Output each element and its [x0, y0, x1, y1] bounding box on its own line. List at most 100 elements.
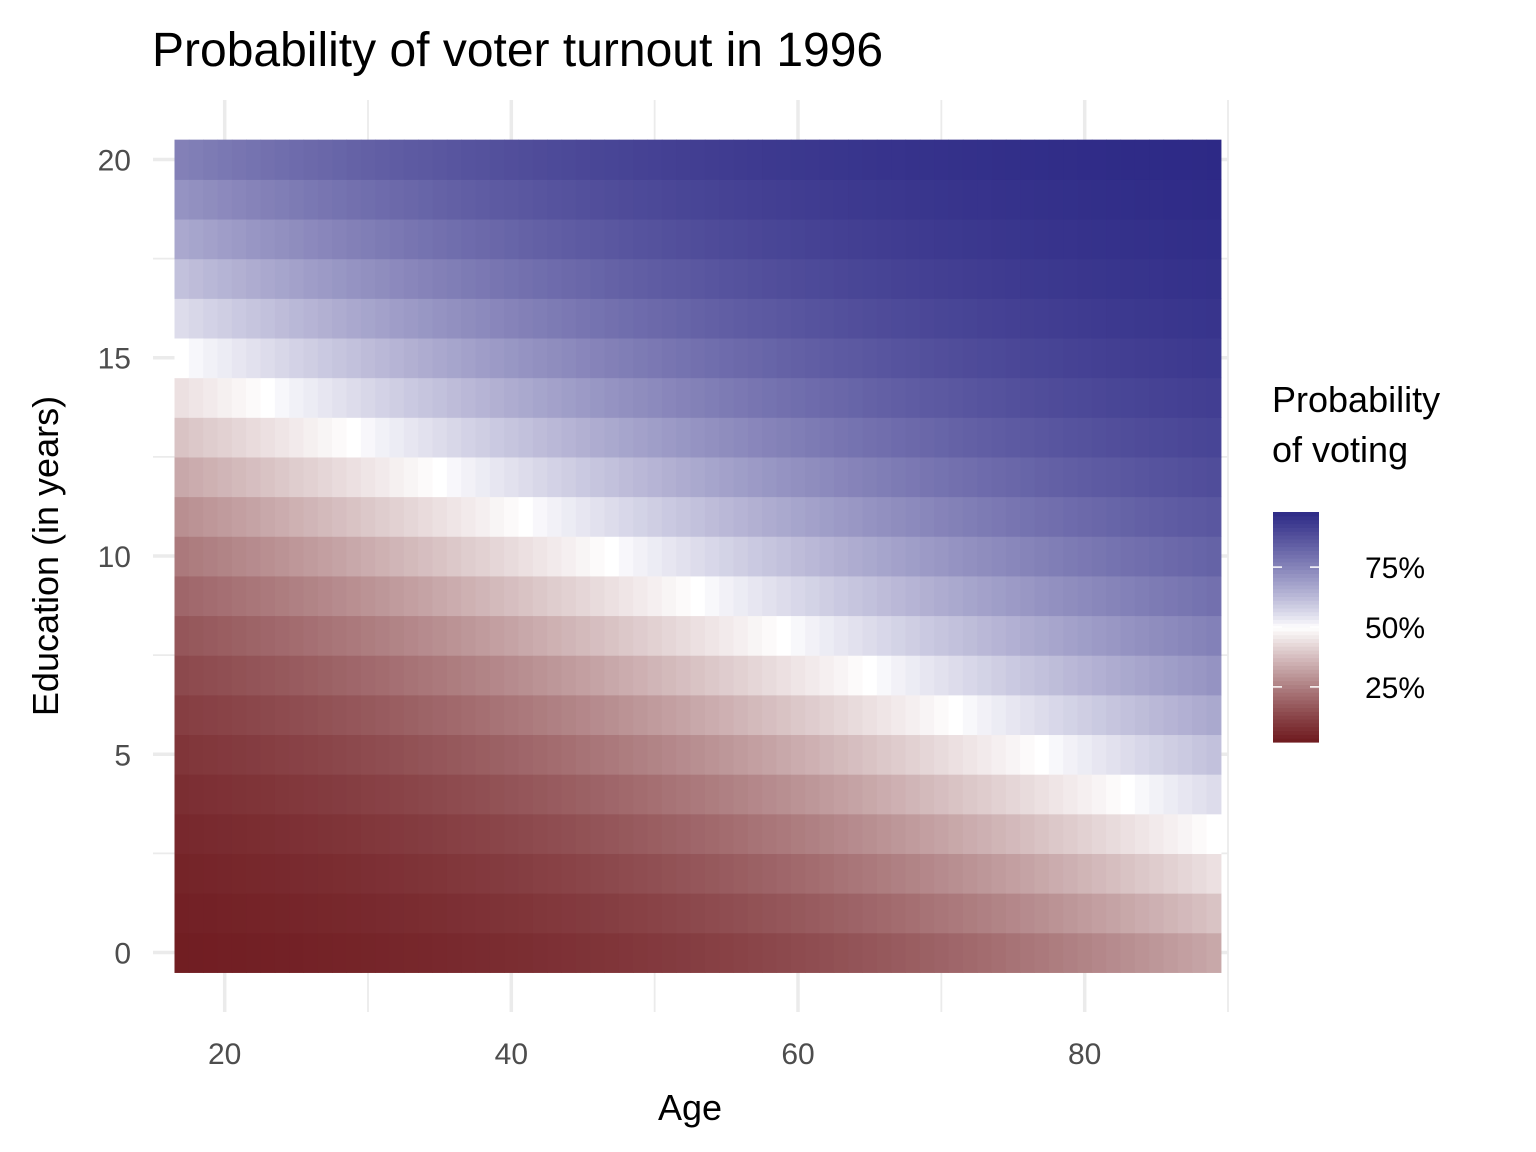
heatmap-cell	[776, 258, 792, 299]
heatmap-cell	[303, 655, 319, 696]
heatmap-cell	[719, 139, 735, 180]
heatmap-cell	[403, 575, 419, 617]
heatmap-cell	[575, 337, 591, 379]
heatmap-cell	[1077, 218, 1093, 260]
heatmap-cell	[805, 853, 821, 894]
heatmap-cell	[848, 734, 864, 775]
heatmap-cell	[690, 218, 706, 260]
heatmap-cell	[905, 456, 921, 498]
heatmap-cell	[1192, 932, 1208, 973]
heatmap-cell	[203, 496, 219, 537]
heatmap-cell	[805, 456, 821, 498]
heatmap-cell	[518, 813, 534, 854]
heatmap-cell	[375, 139, 391, 180]
heatmap-cell	[977, 337, 993, 379]
heatmap-cell	[633, 615, 649, 656]
heatmap-cell	[833, 179, 849, 220]
heatmap-cell	[1048, 734, 1064, 775]
heatmap-cell	[246, 615, 262, 656]
heatmap-cell	[1077, 377, 1093, 418]
heatmap-cell	[317, 575, 333, 617]
heatmap-cell	[403, 139, 419, 180]
heatmap-cell	[260, 298, 276, 339]
heatmap-cell	[446, 377, 462, 418]
heatmap-cell	[188, 615, 204, 656]
heatmap-cell	[561, 575, 577, 617]
heatmap-cell	[862, 734, 878, 775]
heatmap-cell	[876, 139, 892, 180]
heatmap-cell	[790, 337, 806, 379]
heatmap-cell	[1063, 813, 1079, 854]
heatmap-cell	[174, 496, 190, 537]
heatmap-cell	[1177, 298, 1193, 339]
heatmap-cell	[747, 575, 763, 617]
heatmap-cell	[246, 417, 262, 458]
heatmap-cell	[905, 813, 921, 854]
legend-label: 75%	[1365, 552, 1425, 585]
heatmap-cell	[690, 496, 706, 537]
heatmap-cell	[719, 853, 735, 894]
heatmap-cell	[934, 813, 950, 854]
heatmap-cell	[733, 575, 749, 617]
heatmap-cell	[489, 575, 505, 617]
heatmap-cell	[461, 655, 477, 696]
heatmap-cell	[962, 139, 978, 180]
heatmap-cell	[977, 496, 993, 537]
heatmap-cell	[948, 417, 964, 458]
heatmap-cell	[805, 575, 821, 617]
heatmap-cell	[203, 456, 219, 498]
heatmap-cell	[375, 575, 391, 617]
heatmap-cell	[1120, 932, 1136, 973]
heatmap-cell	[977, 139, 993, 180]
heatmap-cell	[360, 139, 376, 180]
heatmap-cell	[876, 734, 892, 775]
heatmap-cell	[991, 853, 1007, 894]
heatmap-cell	[231, 893, 247, 934]
heatmap-cell	[547, 456, 563, 498]
heatmap-cell	[1149, 853, 1165, 894]
heatmap-cell	[633, 179, 649, 220]
heatmap-cell	[919, 377, 935, 418]
heatmap-cell	[1206, 496, 1222, 537]
heatmap-cell	[561, 377, 577, 418]
heatmap-cell	[762, 417, 778, 458]
heatmap-cell	[332, 655, 348, 696]
heatmap-cell	[289, 218, 305, 260]
heatmap-cell	[819, 774, 835, 815]
heatmap-cell	[332, 179, 348, 220]
heatmap-cell	[346, 932, 362, 973]
heatmap-cell	[1106, 417, 1122, 458]
heatmap-cell	[518, 417, 534, 458]
heatmap-cell	[1106, 893, 1122, 934]
heatmap-cell	[1149, 575, 1165, 617]
heatmap-cell	[188, 893, 204, 934]
heatmap-cell	[575, 377, 591, 418]
heatmap-cell	[1106, 813, 1122, 854]
heatmap-cell	[303, 377, 319, 418]
heatmap-cell	[446, 932, 462, 973]
heatmap-cell	[690, 615, 706, 656]
heatmap-cell	[618, 139, 634, 180]
heatmap-cell	[590, 377, 606, 418]
heatmap-cell	[289, 496, 305, 537]
heatmap-cell	[461, 813, 477, 854]
heatmap-cell	[977, 813, 993, 854]
heatmap-cell	[991, 774, 1007, 815]
heatmap-cell	[289, 694, 305, 736]
heatmap-cell	[1163, 258, 1179, 299]
heatmap-cell	[604, 694, 620, 736]
heatmap-cell	[790, 853, 806, 894]
heatmap-cell	[934, 734, 950, 775]
y-axis-title: Education (in years)	[25, 396, 66, 716]
heatmap-cell	[876, 298, 892, 339]
heatmap-cell	[489, 813, 505, 854]
legend-color-step	[1273, 627, 1319, 632]
legend-color-step	[1273, 665, 1319, 670]
heatmap-cell	[317, 536, 333, 577]
heatmap-cell	[733, 813, 749, 854]
heatmap-cell	[633, 853, 649, 894]
heatmap-cell	[317, 655, 333, 696]
heatmap-cell	[174, 179, 190, 220]
heatmap-cell	[1177, 893, 1193, 934]
heatmap-cell	[1091, 417, 1107, 458]
